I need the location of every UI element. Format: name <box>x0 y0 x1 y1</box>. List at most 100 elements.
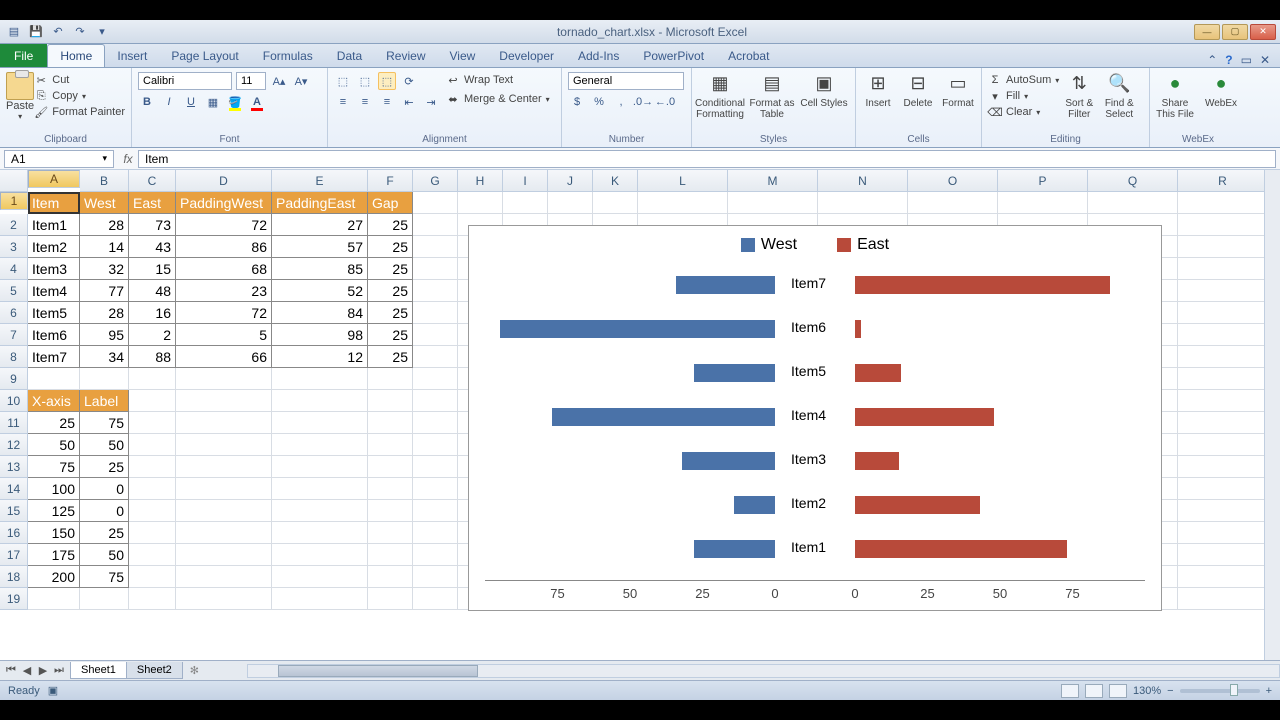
cell-R6[interactable] <box>1178 302 1268 324</box>
cell-F18[interactable] <box>368 566 413 588</box>
cell-G11[interactable] <box>413 412 458 434</box>
cell-G7[interactable] <box>413 324 458 346</box>
cell-E9[interactable] <box>272 368 368 390</box>
cell-C6[interactable]: 16 <box>129 302 176 324</box>
cell-N1[interactable] <box>818 192 908 214</box>
cell-F3[interactable]: 25 <box>368 236 413 258</box>
cell-E13[interactable] <box>272 456 368 478</box>
row-header-19[interactable]: 19 <box>0 588 28 610</box>
cell-A5[interactable]: Item4 <box>28 280 80 302</box>
share-file-button[interactable]: ●Share This File <box>1152 70 1198 132</box>
cell-F10[interactable] <box>368 390 413 412</box>
cell-B11[interactable]: 75 <box>80 412 129 434</box>
cell-D9[interactable] <box>176 368 272 390</box>
cell-A13[interactable]: 75 <box>28 456 80 478</box>
sheet-nav-first-icon[interactable]: ⏮ <box>4 664 18 677</box>
cell-A4[interactable]: Item3 <box>28 258 80 280</box>
cell-R12[interactable] <box>1178 434 1268 456</box>
tab-view[interactable]: View <box>438 44 488 67</box>
cell-H1[interactable] <box>458 192 503 214</box>
row-header-1[interactable]: 1 <box>0 192 28 210</box>
cell-E2[interactable]: 27 <box>272 214 368 236</box>
col-header-D[interactable]: D <box>176 170 272 192</box>
row-header-14[interactable]: 14 <box>0 478 28 500</box>
cell-styles-button[interactable]: ▣Cell Styles <box>798 70 850 132</box>
cell-F5[interactable]: 25 <box>368 280 413 302</box>
insert-cells-button[interactable]: ⊞Insert <box>858 70 898 132</box>
cell-F16[interactable] <box>368 522 413 544</box>
zoom-out-button[interactable]: − <box>1167 685 1173 697</box>
align-left-icon[interactable]: ≡ <box>334 93 352 111</box>
cell-G15[interactable] <box>413 500 458 522</box>
cell-A8[interactable]: Item7 <box>28 346 80 368</box>
cell-E11[interactable] <box>272 412 368 434</box>
cell-A9[interactable] <box>28 368 80 390</box>
cell-F6[interactable]: 25 <box>368 302 413 324</box>
cell-K1[interactable] <box>593 192 638 214</box>
cell-F8[interactable]: 25 <box>368 346 413 368</box>
cell-R7[interactable] <box>1178 324 1268 346</box>
percent-icon[interactable]: % <box>590 93 608 111</box>
worksheet-grid[interactable]: ABCDEFGHIJKLMNOPQR1ItemWestEastPaddingWe… <box>0 170 1280 660</box>
border-button[interactable]: ▦ <box>204 93 222 111</box>
tab-home[interactable]: Home <box>47 44 105 67</box>
cell-B1[interactable]: West <box>80 192 129 214</box>
row-header-12[interactable]: 12 <box>0 434 28 456</box>
cell-E7[interactable]: 98 <box>272 324 368 346</box>
row-header-3[interactable]: 3 <box>0 236 28 258</box>
cell-A1[interactable]: Item <box>28 192 80 214</box>
cell-B15[interactable]: 0 <box>80 500 129 522</box>
file-tab[interactable]: File <box>0 44 47 67</box>
cell-J1[interactable] <box>548 192 593 214</box>
zoom-slider[interactable] <box>1180 689 1260 693</box>
cell-C18[interactable] <box>129 566 176 588</box>
tab-add-ins[interactable]: Add-Ins <box>566 44 631 67</box>
cell-R3[interactable] <box>1178 236 1268 258</box>
font-family-select[interactable] <box>138 72 232 90</box>
fill-color-button[interactable]: 🪣 <box>226 93 244 111</box>
help-icon[interactable]: ? <box>1225 53 1232 67</box>
cell-F17[interactable] <box>368 544 413 566</box>
cell-F14[interactable] <box>368 478 413 500</box>
wrap-text-button[interactable]: ↩Wrap Text <box>446 72 550 88</box>
cell-A16[interactable]: 150 <box>28 522 80 544</box>
col-header-C[interactable]: C <box>129 170 176 192</box>
row-header-7[interactable]: 7 <box>0 324 28 346</box>
cell-F2[interactable]: 25 <box>368 214 413 236</box>
cell-A6[interactable]: Item5 <box>28 302 80 324</box>
cell-B2[interactable]: 28 <box>80 214 129 236</box>
cell-G6[interactable] <box>413 302 458 324</box>
tab-page-layout[interactable]: Page Layout <box>159 44 250 67</box>
currency-icon[interactable]: $ <box>568 93 586 111</box>
cell-D12[interactable] <box>176 434 272 456</box>
format-painter-button[interactable]: 🖌Format Painter <box>34 104 125 120</box>
cell-M1[interactable] <box>728 192 818 214</box>
cell-C14[interactable] <box>129 478 176 500</box>
italic-button[interactable]: I <box>160 93 178 111</box>
cell-B10[interactable]: Label <box>80 390 129 412</box>
align-top-icon[interactable]: ⬚ <box>334 72 352 90</box>
undo-icon[interactable]: ↶ <box>50 24 66 40</box>
dec-decimal-icon[interactable]: ←.0 <box>656 93 674 111</box>
copy-button[interactable]: ⎘Copy▾ <box>34 88 125 104</box>
cell-B17[interactable]: 50 <box>80 544 129 566</box>
cell-R13[interactable] <box>1178 456 1268 478</box>
cell-C5[interactable]: 48 <box>129 280 176 302</box>
row-header-17[interactable]: 17 <box>0 544 28 566</box>
cell-G8[interactable] <box>413 346 458 368</box>
cell-B19[interactable] <box>80 588 129 610</box>
minimize-button[interactable]: — <box>1194 24 1220 40</box>
cell-F19[interactable] <box>368 588 413 610</box>
cell-G5[interactable] <box>413 280 458 302</box>
cell-G19[interactable] <box>413 588 458 610</box>
page-layout-view-button[interactable] <box>1085 684 1103 698</box>
align-right-icon[interactable]: ≡ <box>378 93 396 111</box>
cell-F7[interactable]: 25 <box>368 324 413 346</box>
cell-C10[interactable] <box>129 390 176 412</box>
col-header-J[interactable]: J <box>548 170 593 192</box>
cell-F9[interactable] <box>368 368 413 390</box>
cell-G14[interactable] <box>413 478 458 500</box>
cell-R17[interactable] <box>1178 544 1268 566</box>
cell-F15[interactable] <box>368 500 413 522</box>
cell-D16[interactable] <box>176 522 272 544</box>
